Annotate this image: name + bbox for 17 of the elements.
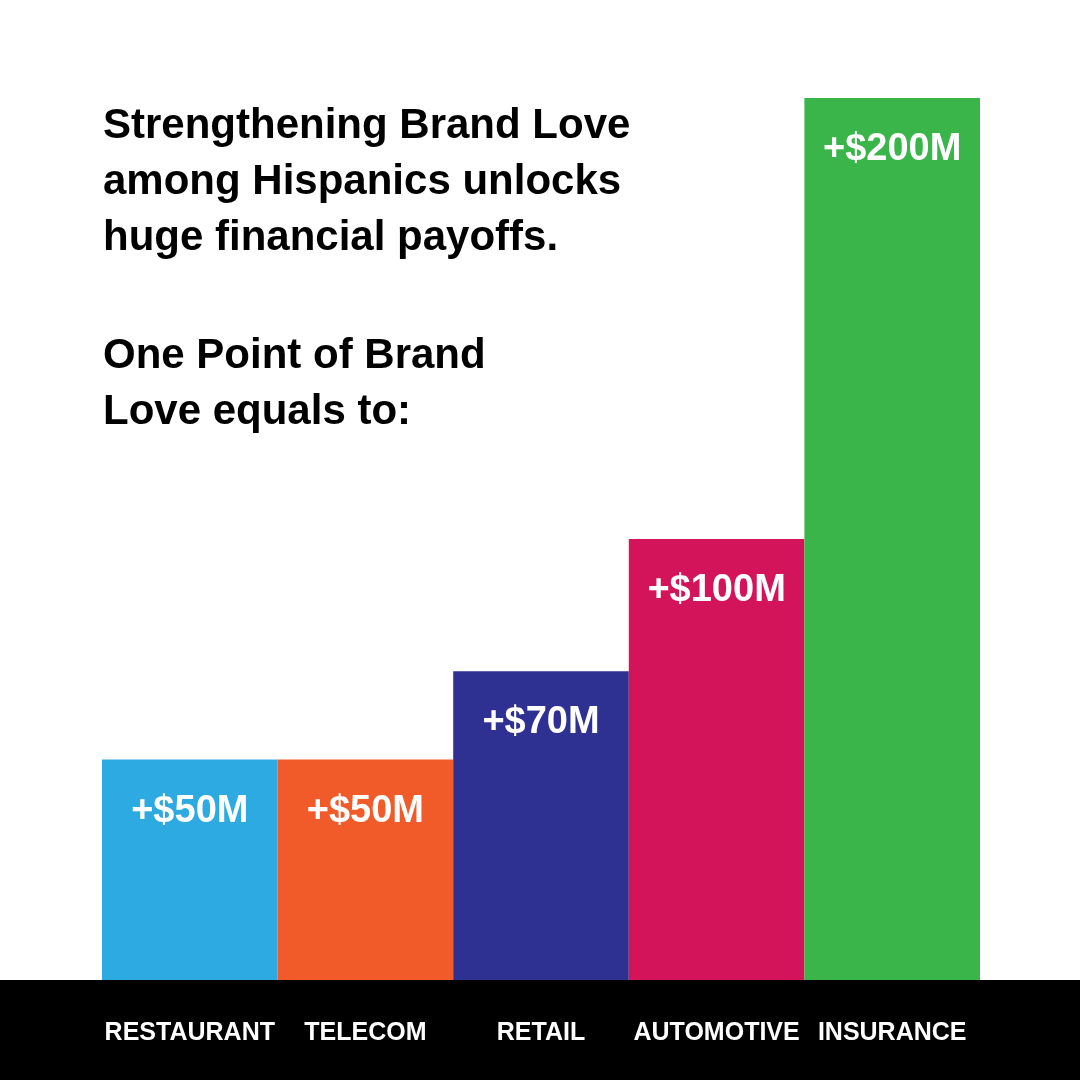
x-tick-label: RESTAURANT <box>104 1016 275 1045</box>
text: One Point of Brand Love equals to: <box>103 329 498 433</box>
x-tick-label: RETAIL <box>496 1016 586 1045</box>
data-label: +$200M <box>823 126 962 168</box>
text: Strengthening Brand Love among Hispanics unlocks huge financial payoffs. <box>103 99 643 259</box>
bar <box>453 671 629 980</box>
data-label: +$50M <box>306 787 425 830</box>
bar <box>628 539 805 980</box>
x-tick-label: TELECOM <box>304 1016 427 1045</box>
bar <box>804 98 980 980</box>
data-label: +$50M <box>131 787 249 830</box>
data-label: +$70M <box>482 699 600 742</box>
x-tick-label: INSURANCE <box>817 1016 967 1045</box>
data-label: +$100M <box>647 567 786 609</box>
bar <box>102 759 278 980</box>
bar <box>277 759 454 980</box>
x-tick-label: AUTOMOTIVE <box>633 1016 800 1045</box>
